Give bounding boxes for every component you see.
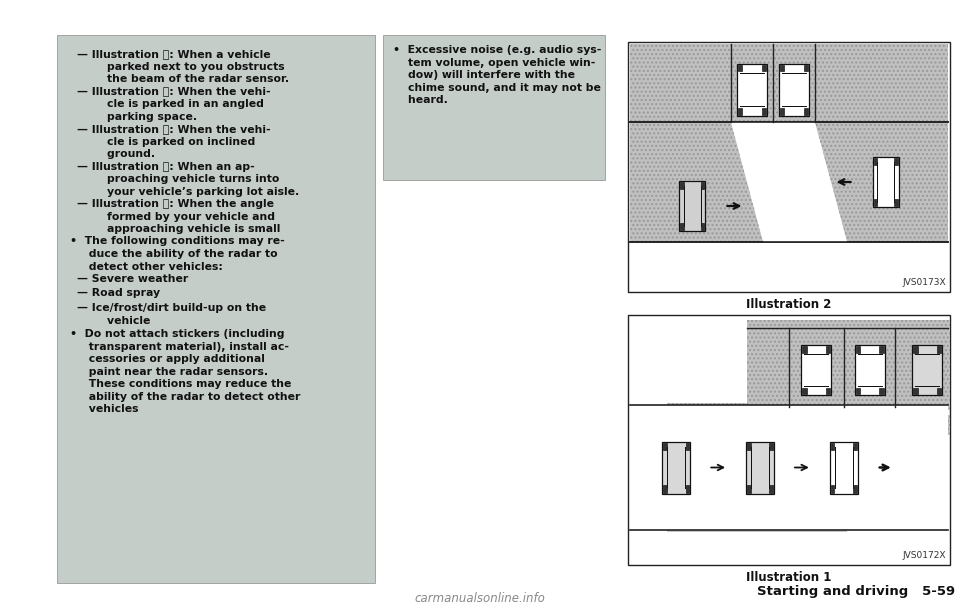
Text: carmanualsonline.info: carmanualsonline.info (415, 592, 545, 605)
Bar (780, 108, 784, 114)
Bar (681, 182, 684, 189)
Bar (746, 442, 774, 494)
Bar (630, 122, 948, 242)
Text: •  The following conditions may re-
     duce the ability of the radar to
     d: • The following conditions may re- duce … (70, 236, 285, 272)
Bar (685, 485, 689, 492)
Text: •  Excessive noise (e.g. audio sys-
    tem volume, open vehicle win-
    dow) w: • Excessive noise (e.g. audio sys- tem v… (393, 45, 601, 105)
Bar (803, 346, 806, 353)
Bar (681, 223, 684, 230)
Bar (853, 442, 856, 450)
Bar (802, 345, 831, 395)
Bar (738, 108, 742, 114)
Bar (894, 199, 898, 206)
Bar (937, 346, 942, 353)
Bar (803, 387, 806, 394)
Bar (937, 387, 942, 394)
Bar (762, 108, 766, 114)
Bar (879, 387, 883, 394)
Bar (874, 158, 877, 165)
Bar (912, 345, 943, 395)
Text: Starting and driving   5-59: Starting and driving 5-59 (756, 585, 955, 598)
Text: JVS0172X: JVS0172X (902, 551, 946, 560)
Bar (804, 108, 807, 114)
Bar (827, 346, 830, 353)
Bar (873, 157, 899, 207)
Text: — Illustration ⓑ: When the vehi-
        cle is parked in an angled
        park: — Illustration ⓑ: When the vehi- cle is … (77, 87, 271, 122)
Bar (855, 387, 860, 394)
Bar (830, 485, 834, 492)
Text: •  Do not attach stickers (including
     transparent material), install ac-
   : • Do not attach stickers (including tran… (70, 329, 300, 414)
Bar (630, 405, 948, 530)
Bar (685, 442, 689, 450)
Polygon shape (815, 122, 948, 242)
Bar (737, 64, 767, 115)
Bar (780, 65, 784, 71)
Text: JVS0173X: JVS0173X (902, 278, 946, 287)
Bar (914, 346, 918, 353)
Bar (663, 442, 667, 450)
Bar (663, 485, 667, 492)
Bar (747, 485, 751, 492)
Bar (830, 442, 834, 450)
Bar (855, 346, 860, 353)
Text: Illustration 1: Illustration 1 (746, 571, 831, 584)
Bar (804, 65, 807, 71)
Bar (829, 442, 857, 494)
Bar (383, 35, 605, 180)
Polygon shape (630, 122, 763, 242)
Bar (630, 44, 948, 122)
Bar (769, 485, 773, 492)
Bar (914, 387, 918, 394)
Text: — Ice/frost/dirt build-up on the
        vehicle: — Ice/frost/dirt build-up on the vehicle (77, 303, 266, 326)
Text: — Road spray: — Road spray (77, 288, 160, 299)
Polygon shape (732, 122, 847, 242)
Bar (628, 315, 950, 565)
Bar (854, 345, 884, 395)
Text: — Illustration ⓔ: When the angle
        formed by your vehicle and
        appr: — Illustration ⓔ: When the angle formed … (77, 199, 280, 234)
Bar (747, 442, 751, 450)
Bar (894, 158, 898, 165)
Bar (747, 320, 950, 410)
Text: — Illustration ⓓ: When an ap-
        proaching vehicle turns into
        your : — Illustration ⓓ: When an ap- proaching … (77, 161, 300, 197)
Bar (853, 485, 856, 492)
Text: — Illustration ⓐ: When a vehicle
        parked next to you obstructs
        th: — Illustration ⓐ: When a vehicle parked … (77, 49, 289, 84)
Bar (701, 223, 705, 230)
Bar (908, 415, 950, 435)
Bar (769, 442, 773, 450)
Bar (738, 65, 742, 71)
Bar (879, 346, 883, 353)
Bar (874, 199, 877, 206)
Bar (762, 65, 766, 71)
Bar (680, 181, 706, 231)
Polygon shape (815, 122, 948, 242)
Bar (57, 35, 375, 583)
Bar (701, 182, 705, 189)
Bar (666, 403, 847, 532)
Bar (779, 64, 809, 115)
Text: — Illustration ⓒ: When the vehi-
        cle is parked on inclined
        groun: — Illustration ⓒ: When the vehi- cle is … (77, 124, 271, 159)
Text: Illustration 2: Illustration 2 (746, 298, 831, 311)
Bar (827, 387, 830, 394)
Polygon shape (732, 122, 847, 242)
Bar (662, 442, 690, 494)
Polygon shape (630, 122, 763, 242)
Text: — Severe weather: — Severe weather (77, 274, 188, 284)
Bar (628, 42, 950, 292)
Polygon shape (630, 122, 763, 242)
